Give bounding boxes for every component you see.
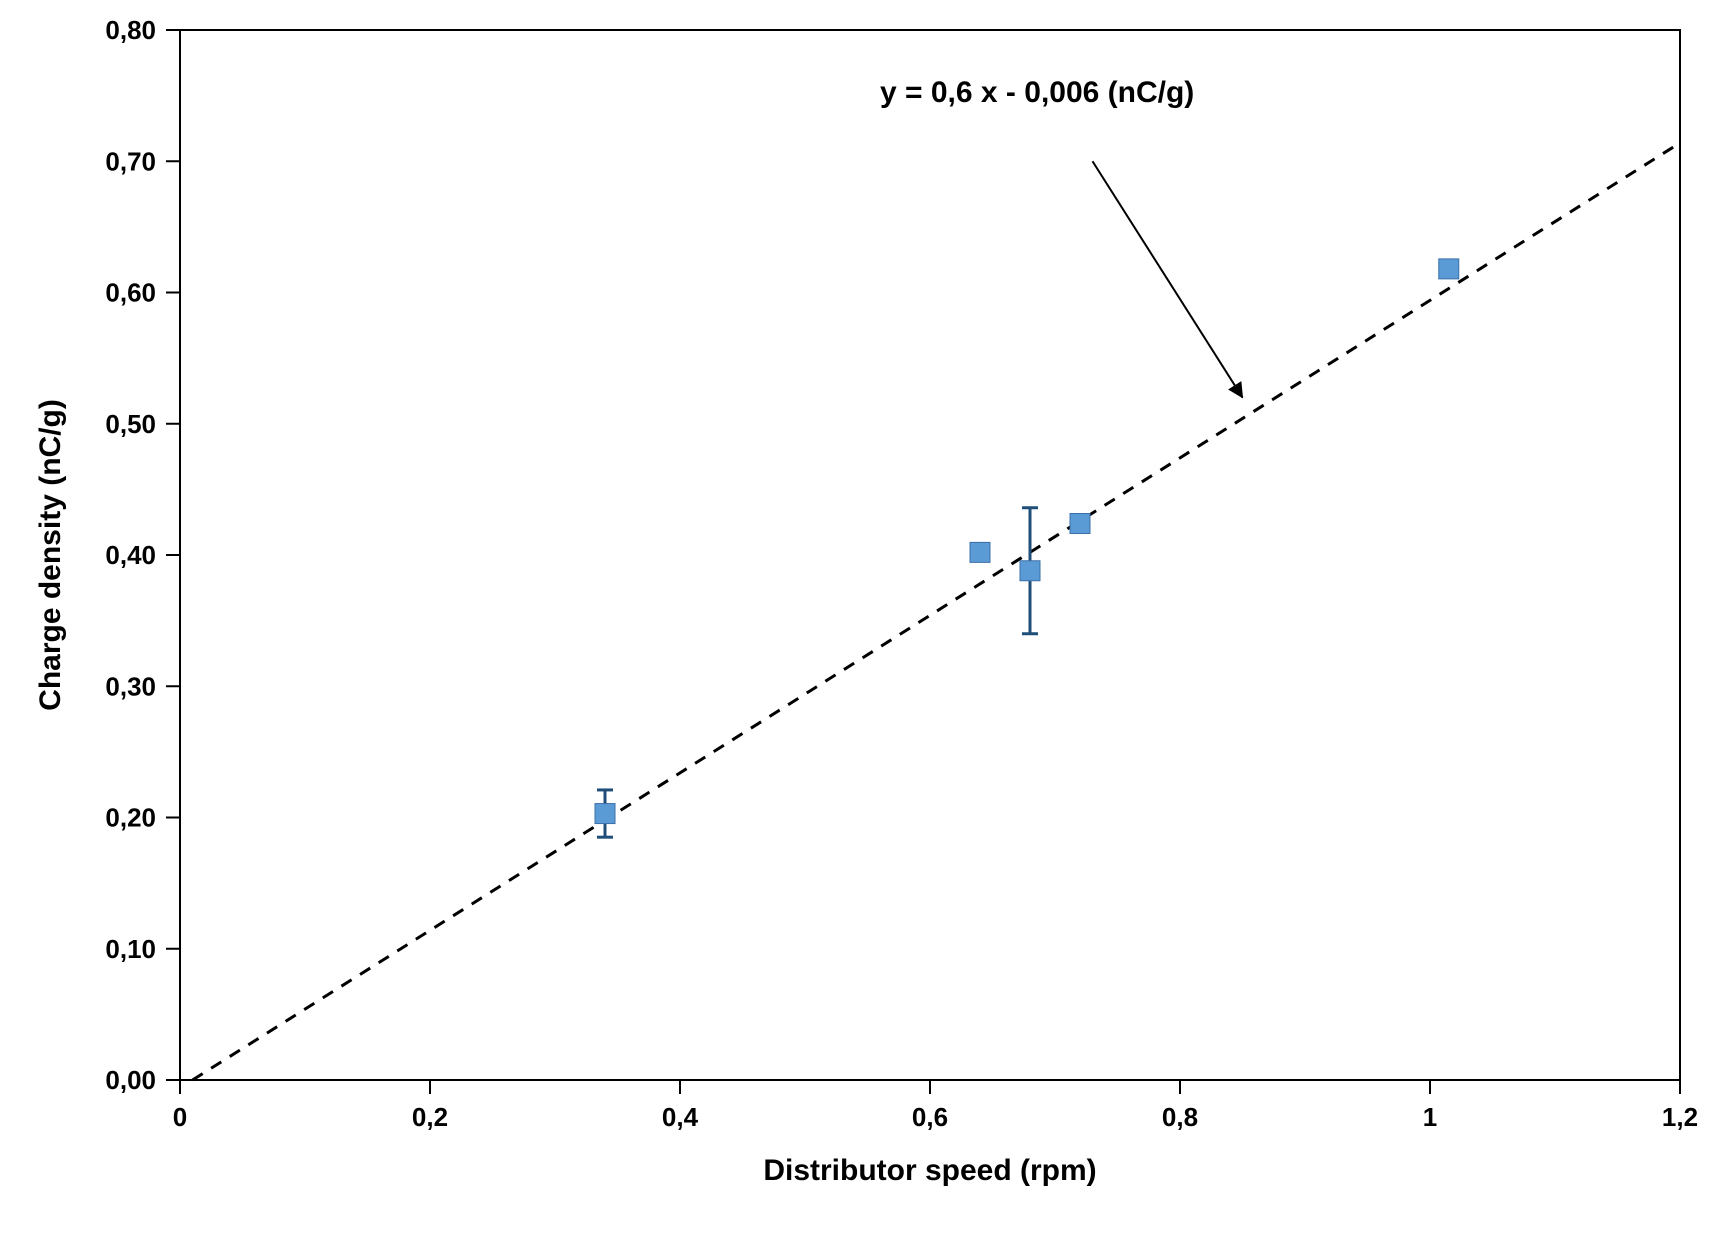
- y-tick-label: 0,20: [105, 803, 156, 833]
- y-axis-title: Charge density (nC/g): [34, 399, 67, 711]
- x-tick-label: 1: [1423, 1102, 1437, 1132]
- y-tick-label: 0,30: [105, 671, 156, 701]
- y-tick-label: 0,50: [105, 409, 156, 439]
- x-tick-label: 0: [173, 1102, 187, 1132]
- equation-label: y = 0,6 x - 0,006 (nC/g): [880, 76, 1194, 109]
- y-tick-label: 0,40: [105, 540, 156, 570]
- chart-container: 0 0,2 0,4 0,6 0,8 1 1,2 0,00 0,10 0,20 0,30 0,40 0,5…: [0, 0, 1719, 1250]
- x-tick-label: 0,2: [412, 1102, 448, 1132]
- data-point: [970, 542, 990, 562]
- data-point: [1439, 259, 1459, 279]
- y-tick-label: 0,80: [105, 15, 156, 45]
- data-point: [595, 804, 615, 824]
- x-tick-label: 0,8: [1162, 1102, 1198, 1132]
- x-tick-label: 0,6: [912, 1102, 948, 1132]
- x-tick-label: 1,2: [1662, 1102, 1698, 1132]
- chart-background: [0, 0, 1719, 1250]
- x-tick-label: 0,4: [662, 1102, 699, 1132]
- y-tick-label: 0,60: [105, 278, 156, 308]
- y-tick-label: 0,00: [105, 1065, 156, 1095]
- scatter-chart: 0 0,2 0,4 0,6 0,8 1 1,2 0,00 0,10 0,20 0,30 0,40 0,5…: [0, 0, 1719, 1250]
- x-axis-title: Distributor speed (rpm): [763, 1154, 1096, 1187]
- data-point: [1020, 561, 1040, 581]
- data-point: [1070, 514, 1090, 534]
- y-tick-label: 0,70: [105, 146, 156, 176]
- y-tick-label: 0,10: [105, 934, 156, 964]
